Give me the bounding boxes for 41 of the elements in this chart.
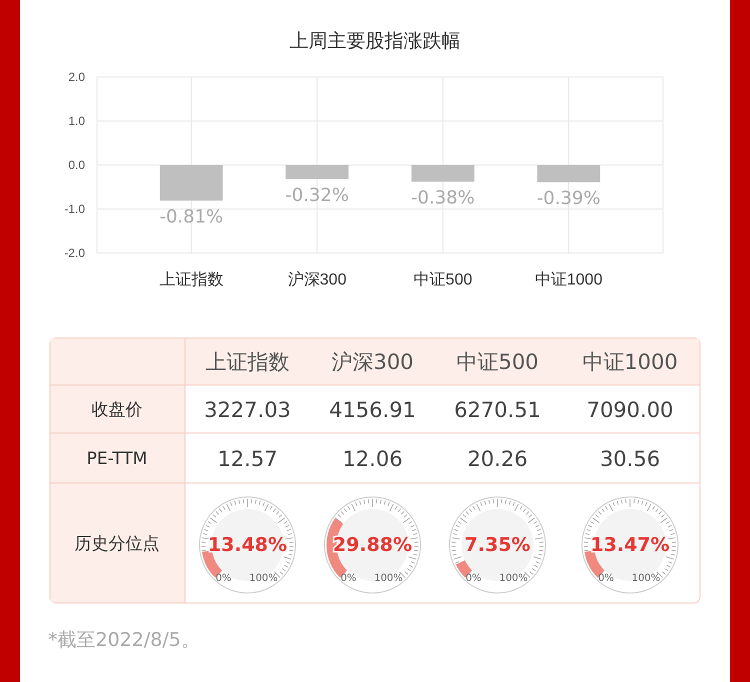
- category-label: 历史分位点: [74, 534, 160, 554]
- text: 100%: [499, 573, 528, 584]
- text: 7.35%: [464, 534, 530, 556]
- text: 3227.03: [204, 398, 291, 422]
- text: 100%: [249, 573, 278, 584]
- category-label: 上证指数: [206, 350, 290, 374]
- text: 20.26: [467, 447, 528, 471]
- x-tick-label: 沪深300: [288, 270, 347, 288]
- text: 13.48%: [208, 534, 288, 556]
- text: 30.56: [600, 447, 660, 471]
- text: 100%: [632, 573, 660, 584]
- text: 7090.00: [586, 398, 674, 422]
- y-tick-label: 1.0: [68, 114, 86, 128]
- text: 6270.51: [454, 398, 541, 422]
- data-label: -0.32%: [285, 185, 349, 206]
- x-tick-label: 中证1000: [534, 270, 603, 288]
- x-tick-label: 上证指数: [159, 270, 224, 288]
- text: 0%: [598, 573, 614, 584]
- x-tick-label: 中证500: [414, 270, 472, 288]
- data-label: -0.38%: [411, 188, 475, 209]
- text: 12.57: [217, 447, 278, 471]
- category-label: 中证500: [456, 350, 539, 374]
- text: 0%: [340, 573, 356, 584]
- text: *截至2022/8/5。: [48, 629, 200, 651]
- category-label: 收盘价: [92, 400, 142, 420]
- category-label: PE-TTM: [86, 449, 148, 469]
- text: 13.47%: [590, 534, 670, 556]
- y-tick-label: 0.0: [68, 158, 86, 172]
- y-tick-label: -2.0: [64, 246, 86, 260]
- category-label: 中证1000: [582, 350, 678, 374]
- y-tick-label: -1.0: [64, 202, 86, 216]
- text: 0%: [216, 573, 232, 584]
- text: 100%: [374, 573, 403, 584]
- data-label: -0.39%: [536, 188, 601, 210]
- text: 12.06: [342, 447, 403, 471]
- text: 0%: [466, 573, 482, 584]
- category-label: 沪深300: [331, 350, 414, 374]
- y-tick-label: 2.0: [68, 70, 86, 84]
- data-label: -0.81%: [159, 206, 224, 228]
- text: 4156.91: [329, 398, 416, 422]
- chart-title: 上周主要股指涨跌幅: [290, 30, 460, 52]
